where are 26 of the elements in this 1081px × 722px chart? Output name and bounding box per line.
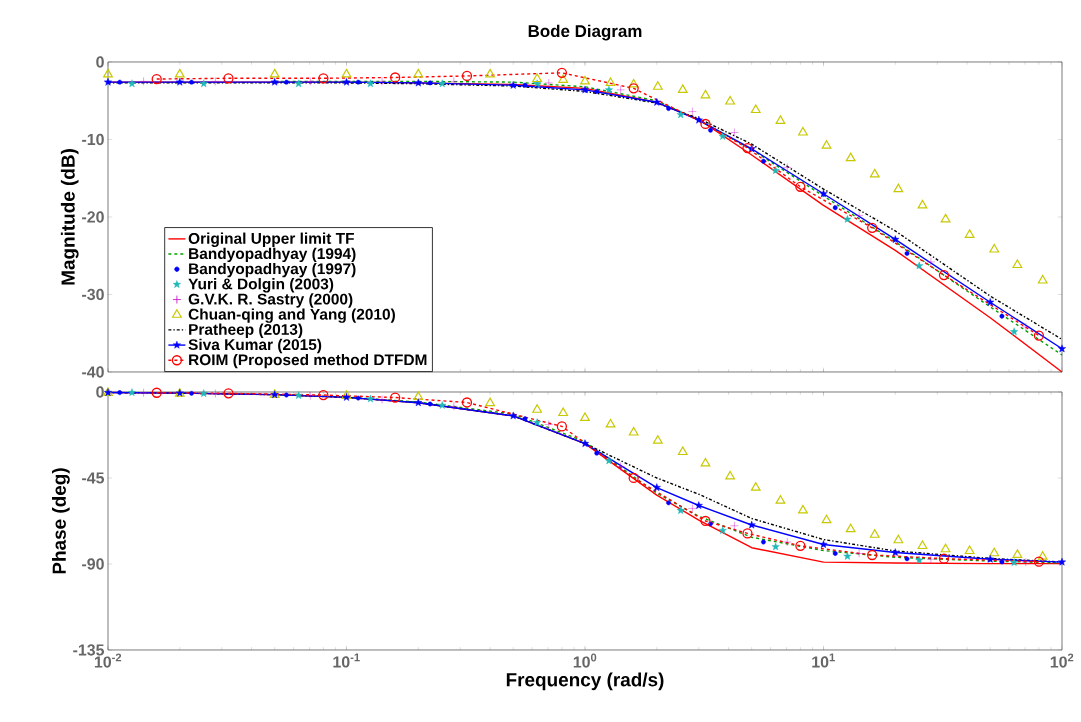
x-tick-label: 10$^{1}$ (812, 653, 835, 668)
legend-label: Chuan-qing and Yang (2010) (188, 308, 395, 323)
chart-title: Bode Diagram (528, 24, 642, 41)
y-tick-label: -20 (82, 211, 104, 223)
y-tick-label: -10 (82, 133, 104, 146)
x-tick-label: 10$^{2}$ (1050, 653, 1074, 668)
legend-label: ROIM (Proposed method DTFDM (189, 353, 427, 369)
y-tick-label: 0 (96, 56, 104, 68)
legend-label: Bandyopadhyay (1994) (189, 247, 356, 263)
y-tick-label: -45 (82, 472, 105, 484)
legend-label: Pratheep (2013) (189, 323, 303, 338)
y-axis-title: Phase (deg) (52, 468, 70, 574)
y-tick-label: 0 (96, 386, 104, 398)
y-tick-label: -40 (82, 366, 104, 378)
y-tick-label: -135 (73, 644, 105, 656)
y-tick-label: -90 (82, 558, 104, 570)
y-tick-label: -30 (82, 288, 104, 301)
legend-label: Original Upper limit TF (188, 232, 354, 248)
legend-label: Yuri & Dolgin (2003) (188, 278, 334, 293)
legend-label: Bandyopadhyay (1997) (189, 262, 356, 278)
legend-label: G.V.K. R. Sastry (2000) (188, 293, 353, 308)
x-tick-label: 10$^{0}$ (573, 653, 597, 668)
x-tick-label: 10$^{-1}$ (333, 653, 360, 668)
x-axis-title: Frequency (rad/s) (506, 672, 664, 691)
legend-label: Siva Kumar (2015) (188, 338, 322, 354)
y-axis-title: Magnitude (dB) (60, 149, 79, 285)
